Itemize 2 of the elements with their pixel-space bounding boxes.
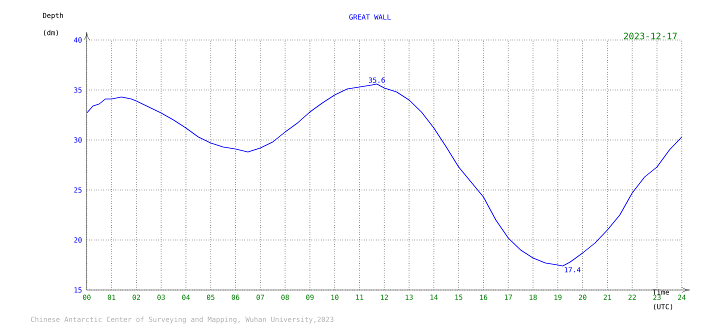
line-series (86, 84, 682, 266)
text: 2023-12-17 (624, 32, 677, 40)
